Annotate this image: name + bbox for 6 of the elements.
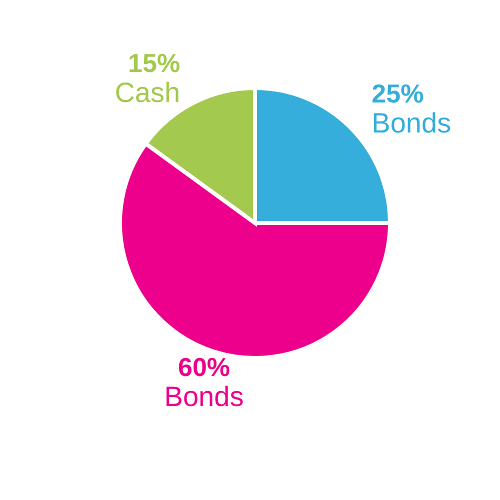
slice-label: Bonds (372, 107, 452, 138)
slice-label: Bonds (164, 380, 244, 412)
data-label: 25% (372, 78, 424, 108)
slice-label: Cash (114, 76, 180, 108)
data-label: 15% (128, 48, 180, 78)
data-label: 60% (178, 352, 230, 382)
